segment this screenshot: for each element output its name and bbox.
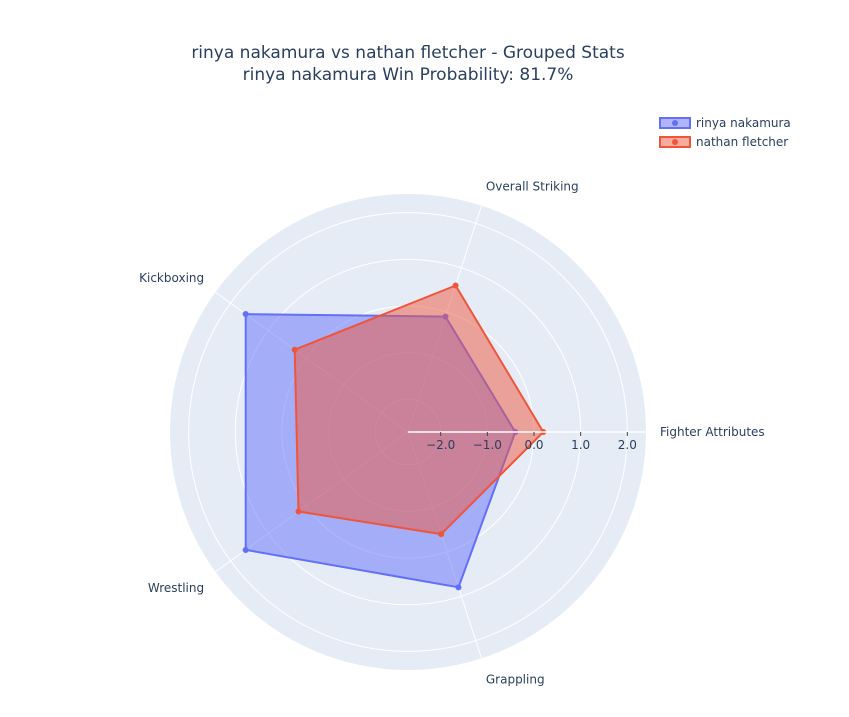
- legend-item-rinya-nakamura[interactable]: rinya nakamura: [659, 116, 791, 130]
- axis-label-fighter-attributes: Fighter Attributes: [660, 425, 765, 439]
- data-point-nathan-fletcher-wrestling[interactable]: [295, 508, 302, 515]
- data-point-nathan-fletcher-overall-striking[interactable]: [452, 282, 459, 289]
- angular-axis-labels: Fighter Attributes Overall Striking Kickbo…: [139, 179, 765, 686]
- radial-tick-label: −1.0: [473, 438, 502, 452]
- axis-label-overall-striking: Overall Striking: [486, 179, 579, 193]
- series-layer: [242, 282, 547, 591]
- axis-label-grappling: Grappling: [486, 673, 545, 687]
- series-area-nathan-fletcher: [293, 284, 545, 536]
- data-point-nathan-fletcher-kickboxing[interactable]: [291, 346, 298, 353]
- chart-subtitle: rinya nakamura Win Probability: 81.7%: [243, 65, 574, 85]
- legend: rinya nakamura nathan fletcher: [659, 116, 791, 149]
- series-nathan-fletcher: [291, 282, 547, 538]
- radial-tick-label: 2.0: [618, 438, 637, 452]
- chart-title: rinya nakamura vs nathan fletcher - Grou…: [191, 43, 625, 63]
- data-point-rinya-nakamura-kickboxing[interactable]: [242, 311, 249, 318]
- radial-ticks: −2.0 −1.0 0.0 1.0 2.0: [408, 431, 646, 452]
- legend-label-nathan-fletcher: nathan fletcher: [696, 135, 788, 149]
- axis-label-wrestling: Wrestling: [148, 581, 204, 595]
- radial-tick-label: −2.0: [426, 438, 455, 452]
- legend-item-nathan-fletcher[interactable]: nathan fletcher: [659, 135, 788, 149]
- data-point-rinya-nakamura-grappling[interactable]: [455, 584, 462, 591]
- legend-marker-rinya-nakamura: [672, 120, 678, 126]
- legend-label-rinya-nakamura: rinya nakamura: [696, 116, 791, 130]
- legend-marker-nathan-fletcher: [672, 139, 678, 145]
- radial-tick-label: 0.0: [524, 438, 543, 452]
- radial-tick-label: 1.0: [571, 438, 590, 452]
- axis-label-kickboxing: Kickboxing: [139, 271, 204, 285]
- data-point-nathan-fletcher-grappling[interactable]: [438, 531, 445, 538]
- data-point-rinya-nakamura-wrestling[interactable]: [242, 546, 249, 553]
